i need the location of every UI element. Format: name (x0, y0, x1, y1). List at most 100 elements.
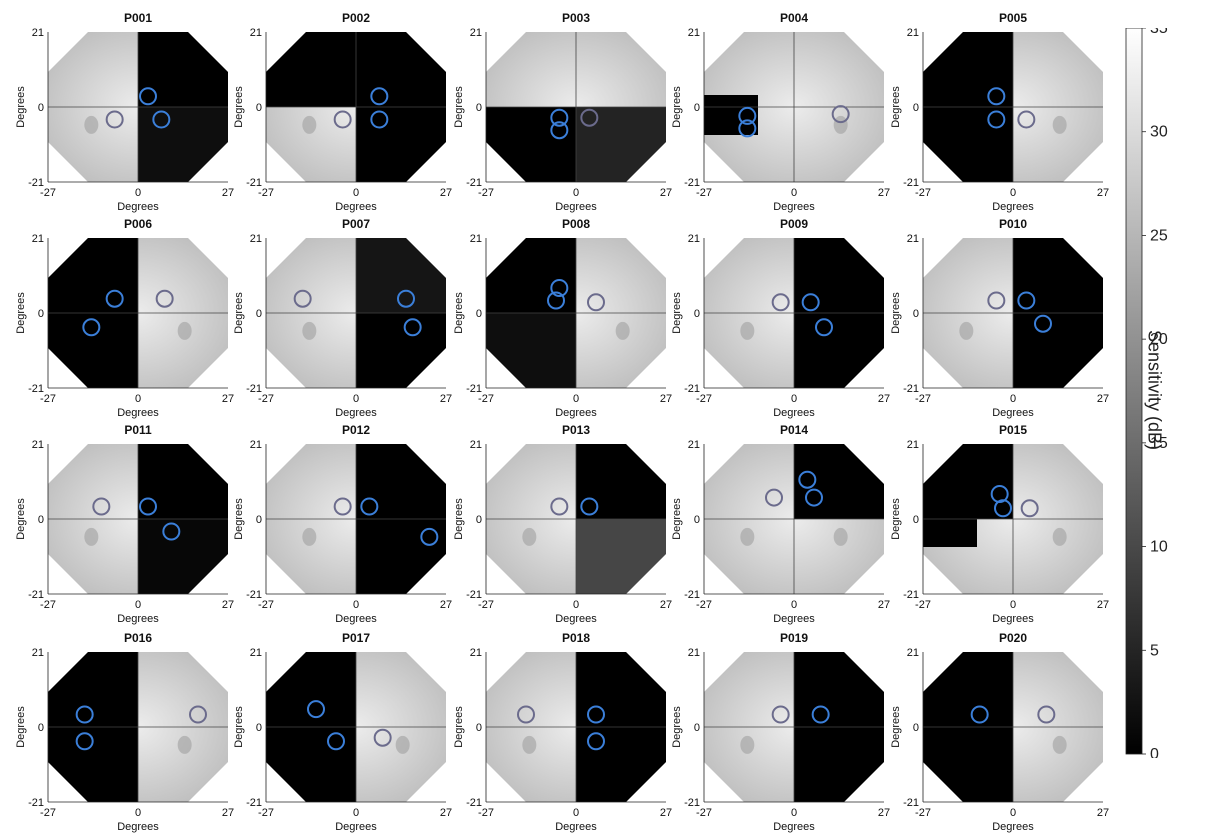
x-tick-label: 27 (222, 807, 234, 819)
y-tick-label: 21 (688, 647, 700, 659)
x-tick-label: 0 (135, 187, 141, 199)
x-axis-label: Degrees (992, 821, 1034, 833)
trl-marker (75, 705, 94, 724)
panel-p019: P019 21 0 -21 -27 0 27 Degrees Degrees (666, 628, 896, 836)
x-tick-label: 0 (573, 393, 579, 405)
y-tick-label: 21 (250, 647, 262, 659)
y-tick-label: -21 (466, 177, 482, 189)
x-tick-label: 0 (791, 599, 797, 611)
panel-plot: P014 21 0 -21-27 0 27 Degrees Degrees (671, 423, 890, 625)
y-axis-label: Degrees (453, 292, 465, 334)
control-locus-marker (580, 108, 599, 127)
x-tick-label: 0 (135, 807, 141, 819)
scotoma-region (923, 507, 977, 547)
scotoma-region (576, 519, 666, 594)
panel-p004: P004 21 0 -21 -27 0 27 Degrees Degrees (666, 8, 896, 216)
panel-p002: P002 21 0 -21 -27 0 27 Degrees Degrees (228, 8, 458, 216)
scotoma-region (923, 652, 1013, 727)
trl-marker (75, 732, 94, 751)
colorbar-tick-label: 10 (1150, 539, 1168, 556)
x-tick-label: 0 (573, 187, 579, 199)
scotoma-region (794, 652, 884, 727)
y-tick-label: 0 (694, 308, 700, 320)
trl-marker (587, 732, 605, 751)
panel-p012: P012 21 0 -21 -27 0 27 Degrees Degrees (228, 420, 458, 628)
y-axis-label: Degrees (15, 86, 27, 128)
panel-p016: P016 21 0 -21 -27 0 27 Degrees Degrees (10, 628, 240, 836)
panel-p001: P001 21 0 -21 -27 0 27 Degrees Degrees (10, 8, 240, 216)
x-axis-label: Degrees (555, 821, 597, 833)
panel-p014: P014 21 0 -21 -27 0 27 Degrees Degrees (666, 420, 896, 628)
y-tick-label: 21 (470, 27, 482, 39)
y-tick-label: 0 (38, 102, 44, 114)
panel-p015: P015 21 0 -21 -27 0 27 Degrees Degrees (885, 420, 1115, 628)
x-tick-label: -27 (915, 807, 931, 819)
x-tick-label: 0 (791, 187, 797, 199)
panel-plot: P017 21 0 -21-27 0 27 Degrees Degrees (233, 631, 452, 833)
scotoma-region (923, 32, 1013, 107)
x-tick-label: -27 (915, 393, 931, 405)
y-tick-label: 0 (38, 308, 44, 320)
x-axis-label: Degrees (773, 821, 815, 833)
y-axis-label: Degrees (890, 292, 902, 334)
x-tick-label: 27 (222, 393, 234, 405)
colorbar-gradient (1125, 28, 1143, 755)
x-tick-label: 0 (573, 807, 579, 819)
x-axis-label: Degrees (555, 613, 597, 625)
colorbar-tick-label: 20 (1150, 331, 1168, 348)
x-tick-label: 0 (353, 807, 359, 819)
panel-title: P001 (124, 11, 152, 25)
panel-title: P013 (562, 423, 590, 437)
y-tick-label: 0 (913, 514, 919, 526)
y-tick-label: 21 (32, 647, 44, 659)
trl-marker (105, 289, 124, 308)
trl-marker (587, 705, 605, 724)
x-axis-label: Degrees (773, 613, 815, 625)
y-tick-label: 0 (476, 308, 482, 320)
trl-marker (738, 106, 757, 125)
trl-marker (580, 497, 599, 516)
y-tick-label: -21 (246, 589, 262, 601)
scotoma-region (356, 313, 446, 388)
trl-marker (162, 522, 181, 541)
panel-title: P017 (342, 631, 370, 645)
control-locus-marker (155, 289, 174, 308)
trl-marker (811, 705, 830, 724)
scotoma-region (356, 107, 446, 182)
y-tick-label: 21 (470, 647, 482, 659)
trl-marker (307, 700, 325, 719)
panel-plot: P007 21 0 -21-27 0 27 Degrees Degrees (233, 217, 452, 419)
x-tick-label: 27 (660, 599, 672, 611)
y-tick-label: -21 (246, 797, 262, 809)
y-tick-label: -21 (903, 797, 919, 809)
panel-title: P015 (999, 423, 1027, 437)
trl-marker (1034, 314, 1052, 333)
scotoma-region (266, 32, 356, 107)
y-axis-label: Degrees (890, 498, 902, 540)
x-tick-label: -27 (696, 393, 712, 405)
panel-p008: P008 21 0 -21 -27 0 27 Degrees Degrees (448, 214, 678, 422)
y-tick-label: 0 (256, 514, 262, 526)
trl-marker (1017, 291, 1036, 310)
y-tick-label: 0 (256, 308, 262, 320)
y-tick-label: 0 (913, 102, 919, 114)
colorbar-tick-label: 35 (1150, 28, 1168, 37)
panel-plot: P016 21 0 -21-27 0 27 Degrees Degrees (15, 631, 234, 833)
panel-title: P006 (124, 217, 152, 231)
panel-plot: P019 21 0 -21-27 0 27 Degrees Degrees (671, 631, 890, 833)
y-tick-label: -21 (684, 177, 700, 189)
y-tick-label: 21 (250, 27, 262, 39)
y-tick-label: 21 (32, 27, 44, 39)
x-tick-label: 27 (1097, 393, 1109, 405)
x-tick-label: 0 (135, 599, 141, 611)
scotoma-region (138, 107, 228, 182)
panel-title: P002 (342, 11, 370, 25)
y-tick-label: 0 (694, 102, 700, 114)
y-tick-label: 21 (907, 647, 919, 659)
y-tick-label: 21 (688, 439, 700, 451)
y-axis-label: Degrees (233, 86, 245, 128)
y-tick-label: -21 (28, 797, 44, 809)
panel-plot: P009 21 0 -21-27 0 27 Degrees Degrees (671, 217, 890, 419)
y-axis-label: Degrees (233, 498, 245, 540)
x-tick-label: 27 (878, 393, 890, 405)
